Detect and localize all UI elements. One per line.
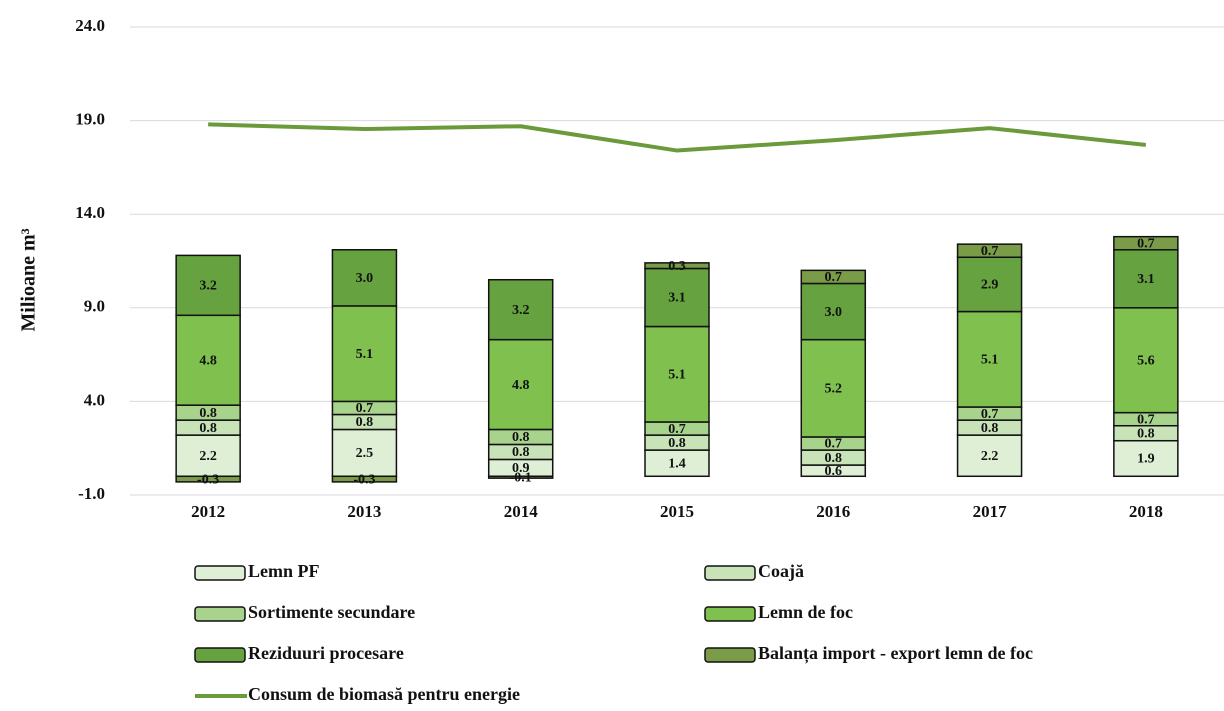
data-label: 0.8	[1137, 426, 1155, 441]
bar-segment	[644, 325, 710, 423]
bar-segment	[800, 338, 867, 438]
data-label: 0.8	[356, 415, 374, 430]
x-tick-label: 2016	[816, 502, 850, 521]
x-tick-label: 2013	[347, 502, 381, 521]
data-label: 0.8	[199, 406, 217, 421]
data-label: 0.3	[668, 259, 686, 274]
x-tick-label: 2012	[191, 502, 225, 521]
data-label: 2.5	[356, 446, 374, 461]
bar-segment	[956, 243, 1023, 259]
data-label: 3.1	[668, 291, 686, 306]
data-label: 2.2	[199, 449, 217, 464]
data-label: 0.8	[668, 436, 686, 451]
legend-label: Lemn PF	[248, 561, 320, 581]
legend-label: Coajă	[758, 561, 804, 581]
bar-segment	[175, 254, 241, 317]
data-label: 0.7	[1137, 236, 1155, 251]
bar-segment	[331, 475, 398, 483]
data-label: 5.2	[825, 382, 843, 397]
data-label: 5.1	[668, 367, 686, 382]
data-label: 3.2	[199, 279, 217, 294]
data-label: 0.9	[512, 461, 530, 476]
y-tick-label: 14.0	[75, 203, 105, 222]
legend-swatch	[704, 565, 756, 581]
bar-segment	[800, 269, 867, 285]
x-tick-label: 2015	[660, 502, 694, 521]
bar-segment	[331, 428, 398, 478]
data-label: 0.7	[981, 244, 999, 259]
data-label: 5.6	[1137, 353, 1155, 368]
legend-swatch	[194, 647, 246, 663]
data-label: 3.0	[356, 271, 374, 286]
data-label: -0.3	[197, 472, 219, 487]
bar-segment	[175, 314, 241, 406]
bar-segment	[956, 434, 1023, 478]
data-label: 3.1	[1137, 272, 1155, 287]
data-label: 1.4	[668, 456, 686, 471]
legend-label: Consum de biomasă pentru energie	[248, 684, 520, 704]
bar-segment	[1113, 249, 1179, 309]
y-tick-label: 19.0	[75, 110, 105, 129]
data-label: 2.2	[981, 449, 999, 464]
legend-swatch	[704, 647, 756, 663]
legend-swatch	[704, 606, 756, 622]
legend-label: Lemn de foc	[758, 602, 853, 622]
data-label: 0.7	[668, 422, 686, 437]
data-label: 4.8	[512, 378, 530, 393]
data-label: 3.0	[825, 305, 843, 320]
legend-label: Sortimente secundare	[248, 602, 415, 622]
data-label: 0.8	[512, 430, 530, 445]
bar-segment	[175, 475, 241, 483]
y-tick-label: 4.0	[84, 390, 105, 409]
data-label: 1.9	[1137, 452, 1155, 467]
data-label: 5.1	[356, 347, 374, 362]
y-axis-label: Milioane m³	[18, 228, 40, 331]
bar-segment	[487, 338, 554, 431]
y-tick-label: -1.0	[78, 484, 105, 503]
line	[208, 122, 1147, 153]
bar-segment	[487, 278, 554, 341]
data-label: 0.8	[199, 421, 217, 436]
bar-segment	[487, 475, 554, 479]
legend-swatch	[194, 565, 246, 581]
y-tick-label: 9.0	[84, 297, 105, 316]
data-label: 0.7	[1137, 412, 1155, 427]
legend-label: Balanța import - export lemn de foc	[758, 643, 1033, 664]
legend-label: Reziduuri procesare	[248, 643, 404, 663]
legend-swatch	[194, 606, 246, 622]
data-label: 0.8	[512, 445, 530, 460]
data-label: -0.3	[353, 472, 375, 487]
data-label: 0.6	[825, 464, 843, 479]
data-label: 5.1	[981, 352, 999, 367]
data-label: 0.8	[981, 421, 999, 436]
data-label: 0.7	[981, 407, 999, 422]
bar-segment	[1113, 235, 1179, 251]
bar-segment	[956, 256, 1023, 313]
bar-segment	[644, 262, 710, 270]
data-label: -0.1	[510, 470, 532, 485]
bar-segment	[800, 282, 867, 341]
data-label: 3.2	[512, 303, 530, 318]
x-tick-label: 2017	[973, 502, 1008, 521]
x-tick-label: 2018	[1129, 502, 1163, 521]
data-label: 0.7	[825, 437, 843, 452]
data-label: 4.8	[199, 353, 217, 368]
bar-segment	[1113, 307, 1179, 414]
y-tick-label: 24.0	[75, 16, 105, 35]
bar-segment	[331, 249, 398, 307]
data-label: 0.7	[825, 270, 843, 285]
data-label: 0.7	[356, 401, 374, 416]
x-tick-label: 2014	[504, 502, 539, 521]
data-label: 2.9	[981, 278, 999, 293]
data-label: 0.8	[825, 451, 843, 466]
